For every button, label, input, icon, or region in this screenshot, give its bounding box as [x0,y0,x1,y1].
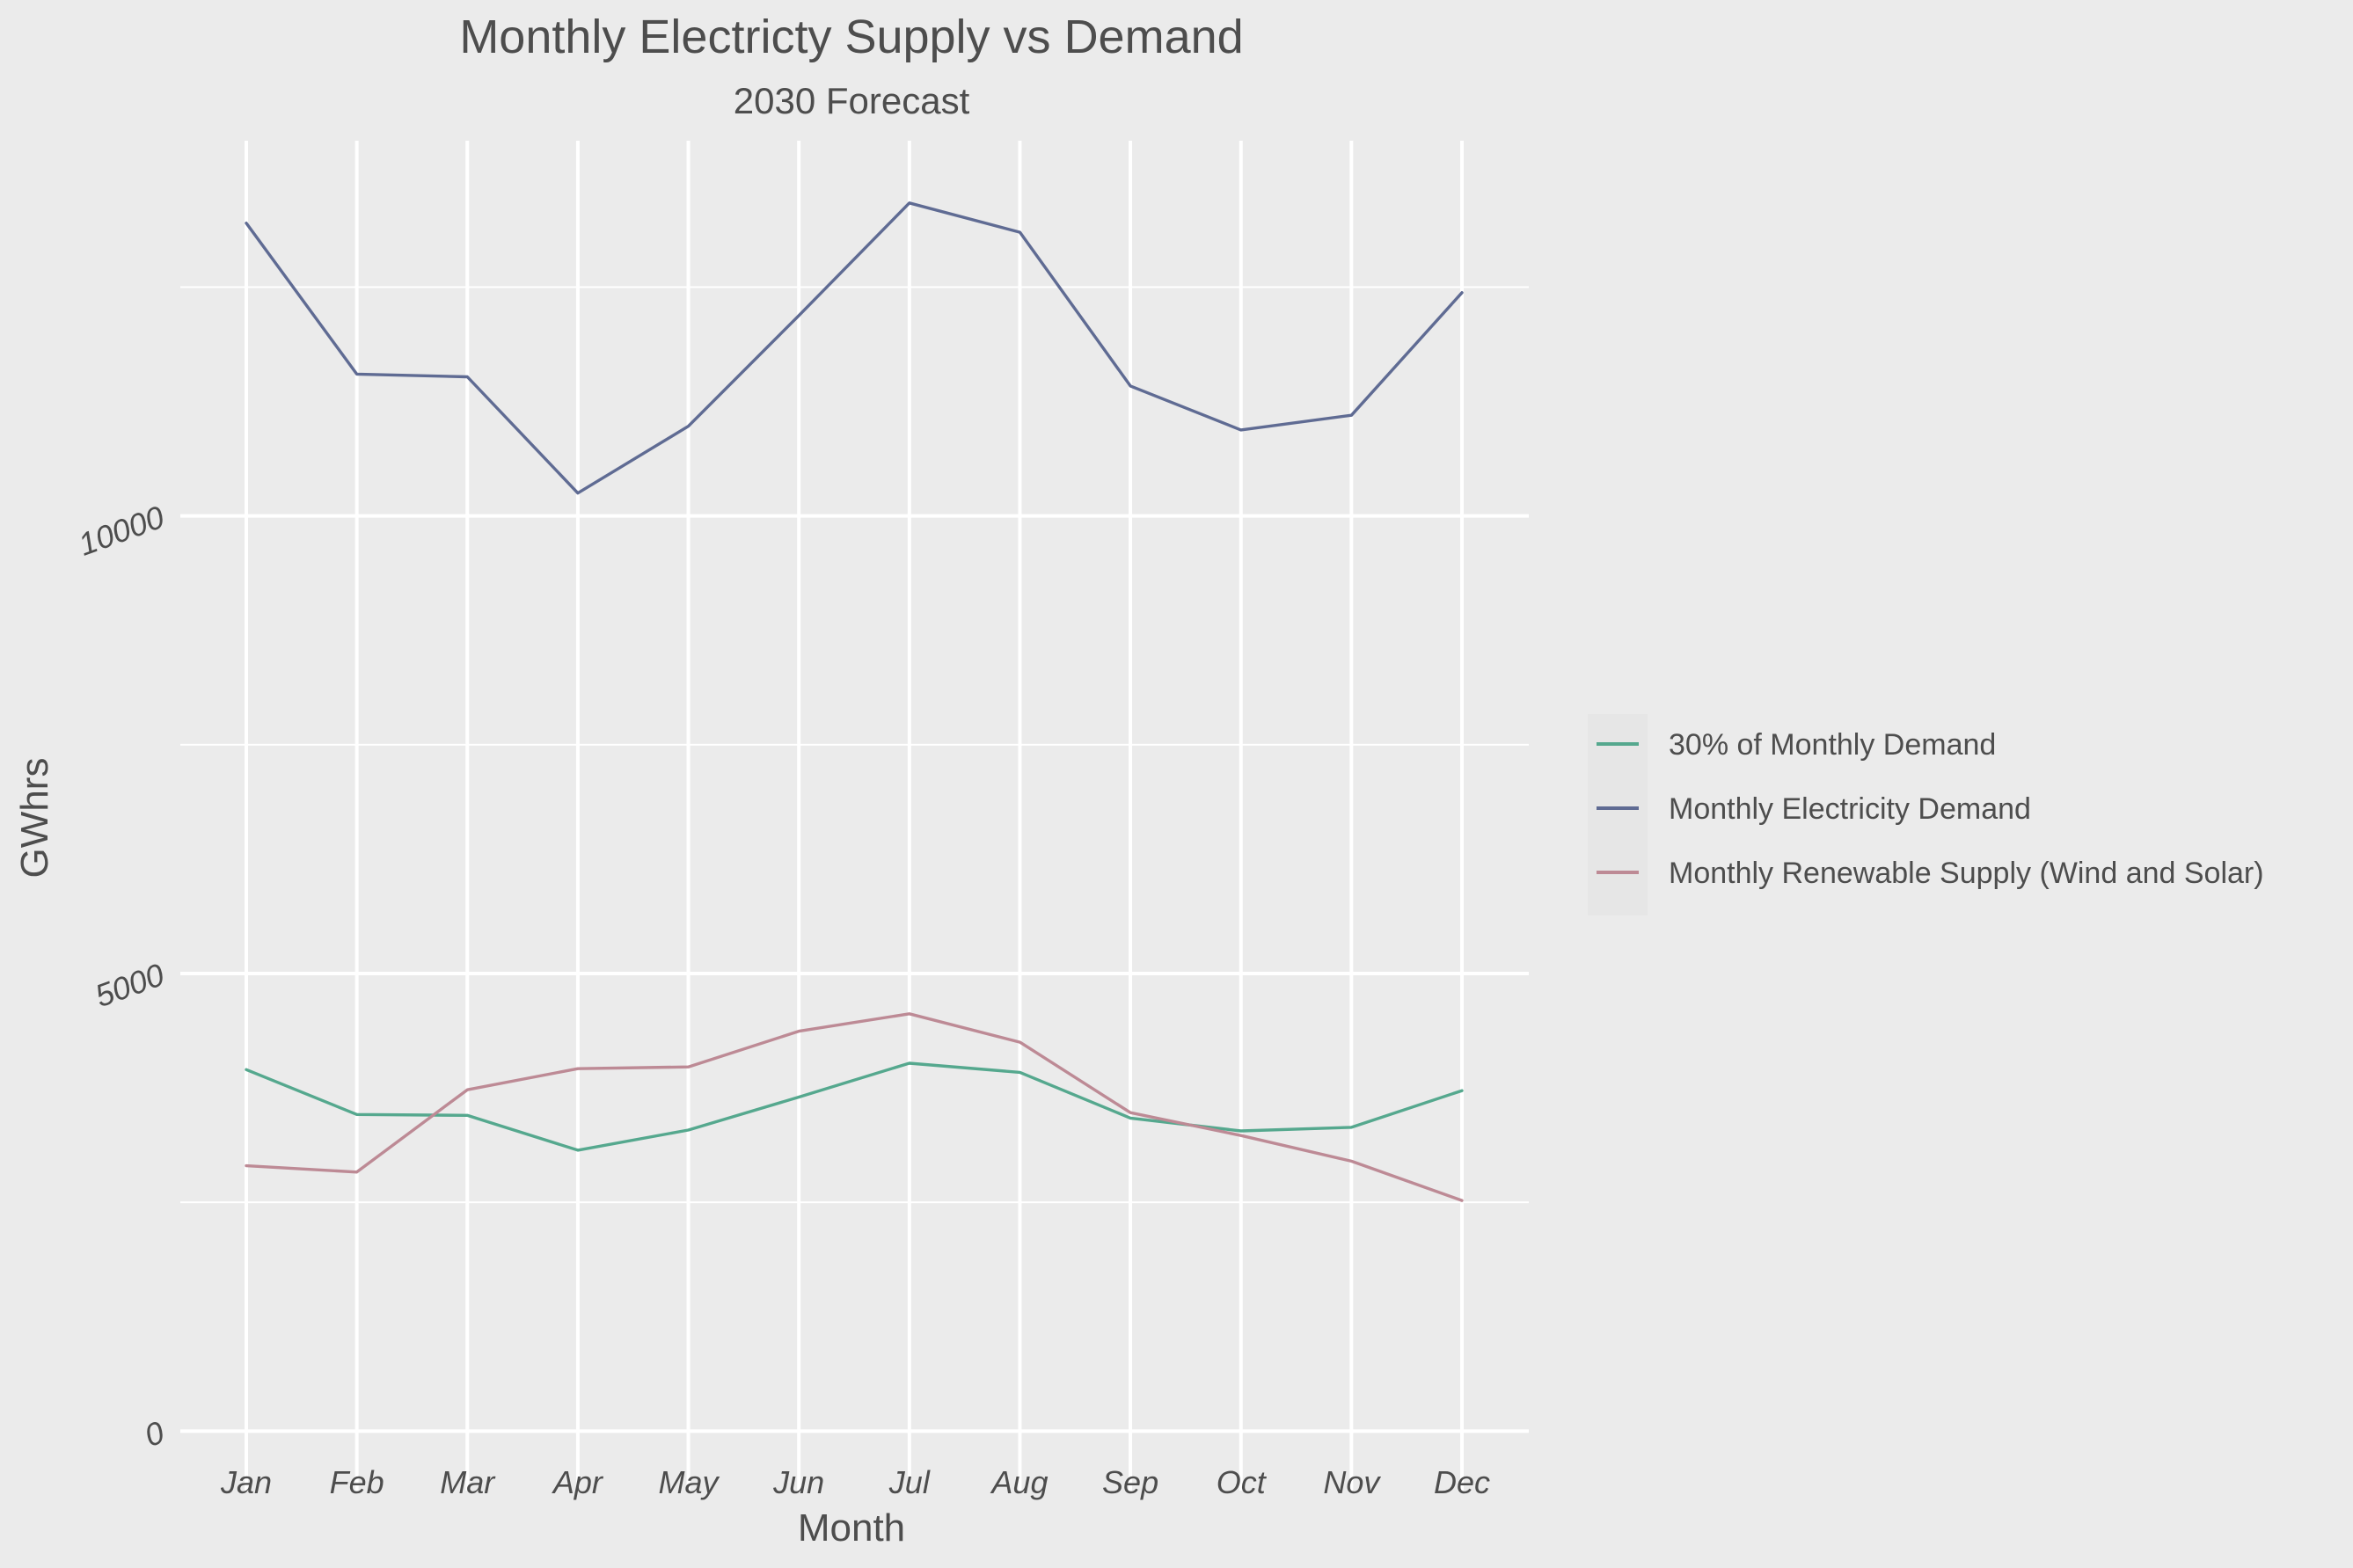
x-tick-label: Jan [220,1464,272,1500]
legend-key-background [1588,714,1648,915]
chart-subtitle: 2030 Forecast [734,80,970,121]
x-axis-ticks: Jan Feb Mar Apr May Jun Jul Aug Sep Oct Nov Dec [220,1464,1490,1500]
series-line-30-of-monthly-demand [245,1061,1464,1152]
legend-label: 30% of Monthly Demand [1669,728,1996,762]
x-tick-label: Sep [1102,1464,1158,1500]
x-tick-label: Mar [440,1464,496,1500]
x-tick-label: Feb [330,1464,384,1500]
x-tick-label: May [659,1464,720,1500]
series-line-monthly-renewable-supply-wind-and-solar [245,1012,1464,1202]
legend-label: Monthly Renewable Supply (Wind and Solar… [1669,857,2264,890]
x-axis-title: Month [798,1506,905,1550]
legend: 30% of Monthly Demand Monthly Electricity… [1588,714,2264,915]
plot-panel [180,141,1529,1491]
x-tick-label: Nov [1323,1464,1381,1500]
y-axis-title: GWhrs [13,758,56,879]
x-tick-label: Apr [552,1464,604,1500]
x-tick-label: Jun [772,1464,824,1500]
x-tick-label: Aug [990,1464,1048,1500]
legend-label: Monthly Electricity Demand [1669,792,2031,826]
series-line-monthly-electricity-demand [245,201,1464,495]
series-lines [245,201,1464,1202]
x-tick-label: Dec [1434,1464,1490,1500]
chart-title: Monthly Electricty Supply vs Demand [459,11,1243,63]
x-tick-label: Jul [888,1464,931,1500]
x-tick-label: Oct [1217,1464,1268,1500]
gridlines [180,141,1529,1491]
